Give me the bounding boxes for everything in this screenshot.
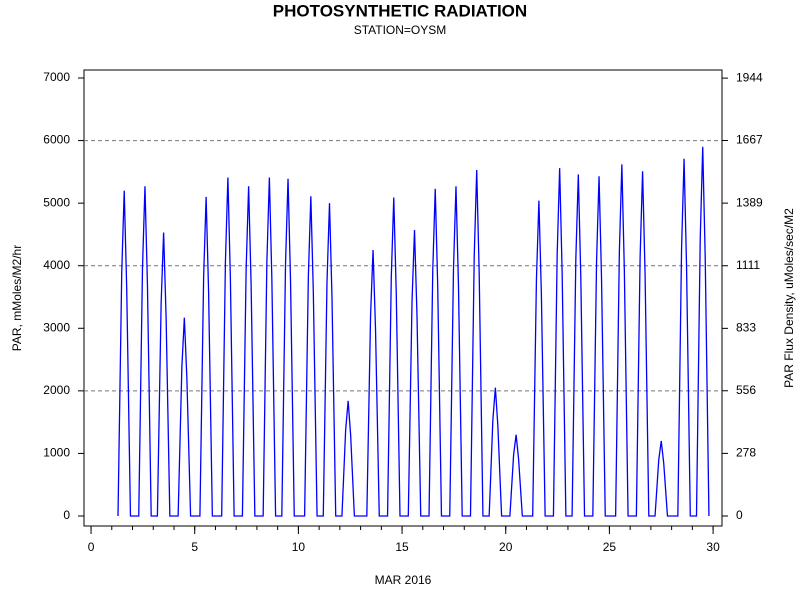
- plot-frame: [83, 69, 723, 527]
- y2-axis-label: PAR Flux Density, uMoles/sec/M2: [782, 208, 796, 388]
- y2-tick-label: 556: [736, 383, 756, 397]
- data-line: [117, 146, 710, 517]
- y2-tick-label: 1667: [736, 133, 763, 147]
- y-axis-label: PAR, mMoles/M2/hr: [10, 245, 24, 351]
- y-tick-label: 3000: [43, 320, 70, 334]
- y-tick-label: 6000: [43, 133, 70, 147]
- y-tick-label: 0: [63, 508, 70, 522]
- y2-tick-label: 278: [736, 446, 756, 460]
- y-tick-label: 2000: [43, 383, 70, 397]
- y2-tick-label: 833: [736, 321, 756, 335]
- x-tick-label: 0: [88, 540, 95, 554]
- y2-tick-label: 1389: [736, 195, 763, 209]
- y2-tick-label: 0: [736, 508, 743, 522]
- x-tick-label: 5: [191, 540, 198, 554]
- x-tick-label: 30: [706, 540, 720, 554]
- chart-title: PHOTOSYNTHETIC RADIATION: [273, 1, 527, 20]
- x-tick-label: 15: [395, 540, 409, 554]
- y2-tick-label: 1944: [736, 70, 763, 84]
- y2-tick-label: 1111: [736, 258, 760, 272]
- y-tick-label: 7000: [43, 70, 70, 84]
- x-axis-label: MAR 2016: [375, 573, 432, 587]
- y-tick-label: 1000: [43, 446, 70, 460]
- y-tick-label: 4000: [43, 258, 70, 272]
- x-tick-label: 10: [292, 540, 306, 554]
- x-tick-label: 20: [499, 540, 513, 554]
- y-tick-label: 5000: [43, 195, 70, 209]
- chart-subtitle: STATION=OYSM: [354, 23, 447, 37]
- x-tick-label: 25: [603, 540, 617, 554]
